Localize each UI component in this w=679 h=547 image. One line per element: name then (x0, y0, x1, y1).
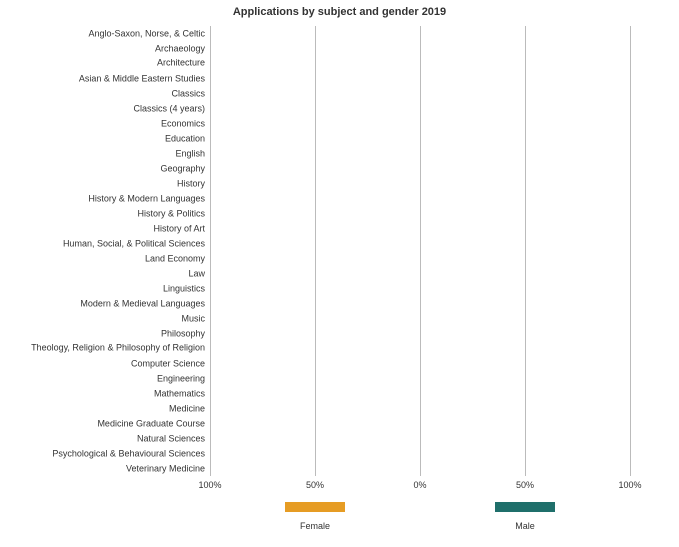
y-label: Land Economy (0, 254, 205, 263)
gridline (210, 26, 211, 476)
gridline (420, 26, 421, 476)
y-label: Law (0, 269, 205, 278)
y-label: Medicine (0, 404, 205, 413)
chart-title: Applications by subject and gender 2019 (0, 6, 679, 18)
y-label: Philosophy (0, 329, 205, 338)
y-label: Engineering (0, 374, 205, 383)
legend-label-female: Female (300, 521, 330, 531)
y-label: Classics (4 years) (0, 104, 205, 113)
y-label: Asian & Middle Eastern Studies (0, 74, 205, 83)
y-label: Music (0, 314, 205, 323)
y-label: History of Art (0, 224, 205, 233)
legend-label-male: Male (515, 521, 535, 531)
diverging-bar-chart: Applications by subject and gender 2019 … (0, 0, 679, 547)
y-label: History & Politics (0, 209, 205, 218)
legend-item-female: Female (210, 502, 420, 534)
y-label: Psychological & Behavioural Sciences (0, 449, 205, 458)
y-axis-labels: Anglo-Saxon, Norse, & Celtic Archaeology A… (0, 26, 205, 476)
y-label: History (0, 179, 205, 188)
x-tick: 50% (306, 480, 324, 490)
y-label: Medicine Graduate Course (0, 419, 205, 428)
y-label: Modern & Medieval Languages (0, 299, 205, 308)
legend-swatch-male (495, 502, 555, 512)
y-label: Computer Science (0, 359, 205, 368)
y-label: Archaeology (0, 44, 205, 53)
y-label: Natural Sciences (0, 434, 205, 443)
y-label: Education (0, 134, 205, 143)
y-label: History & Modern Languages (0, 194, 205, 203)
x-tick: 0% (413, 480, 426, 490)
y-label: Architecture (0, 59, 205, 68)
y-label: Mathematics (0, 389, 205, 398)
x-axis: 100%50%0%50%100% (210, 480, 630, 498)
gridline (525, 26, 526, 476)
legend-item-male: Male (420, 502, 630, 534)
x-tick: 50% (516, 480, 534, 490)
y-label: Economics (0, 119, 205, 128)
y-label: Human, Social, & Political Sciences (0, 239, 205, 248)
y-label: Anglo-Saxon, Norse, & Celtic (0, 29, 205, 38)
x-tick: 100% (198, 480, 221, 490)
gridline (630, 26, 631, 476)
y-label: Theology, Religion & Philosophy of Relig… (0, 344, 205, 353)
y-label: Linguistics (0, 284, 205, 293)
legend-swatch-female (285, 502, 345, 512)
y-label: English (0, 149, 205, 158)
x-tick: 100% (618, 480, 641, 490)
y-label: Geography (0, 164, 205, 173)
y-label: Veterinary Medicine (0, 464, 205, 473)
gridline (315, 26, 316, 476)
plot-area (210, 26, 630, 476)
y-label: Classics (0, 89, 205, 98)
legend: Female Male (210, 502, 630, 536)
